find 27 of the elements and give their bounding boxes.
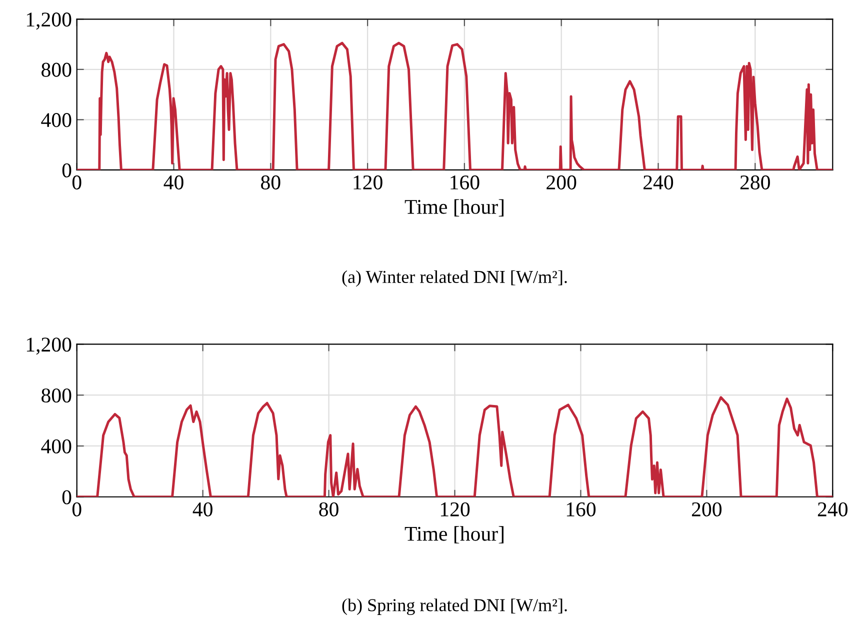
y-tick-label: 400 bbox=[41, 113, 72, 128]
x-tick-label: 80 bbox=[261, 175, 280, 190]
y-tick-label: 1,200 bbox=[26, 338, 72, 355]
x-tick-label: 280 bbox=[740, 175, 770, 190]
y-tick-label: 800 bbox=[42, 388, 72, 403]
x-tick-label: 40 bbox=[192, 502, 212, 516]
y-tick-label: 0 bbox=[62, 490, 72, 504]
x-axis-title: Time [hour] bbox=[404, 526, 504, 544]
text: (b) Spring related DNI [W/m²]. bbox=[342, 598, 567, 615]
y-tick-label: 800 bbox=[42, 62, 72, 77]
x-tick-label: 40 bbox=[164, 175, 184, 190]
x-tick-label: 200 bbox=[546, 175, 576, 190]
x-axis-title: Time [hour] bbox=[404, 199, 504, 217]
x-tick-label: 160 bbox=[450, 175, 480, 190]
y-tick-label: 400 bbox=[41, 439, 72, 454]
x-tick-label: 200 bbox=[692, 502, 722, 516]
x-tick-label: 160 bbox=[566, 502, 596, 516]
x-tick-label: 0 bbox=[72, 502, 82, 516]
x-tick-label: 80 bbox=[319, 502, 338, 516]
x-tick-label: 120 bbox=[440, 502, 470, 516]
x-tick-label: 0 bbox=[72, 175, 82, 190]
text: (a) Winter related DNI [W/m²]. bbox=[342, 270, 567, 287]
y-tick-label: 1,200 bbox=[26, 12, 72, 30]
x-tick-label: 240 bbox=[644, 175, 674, 190]
y-tick-label: 0 bbox=[62, 163, 72, 178]
x-tick-label: 240 bbox=[818, 502, 848, 516]
x-tick-label: 120 bbox=[354, 175, 382, 190]
